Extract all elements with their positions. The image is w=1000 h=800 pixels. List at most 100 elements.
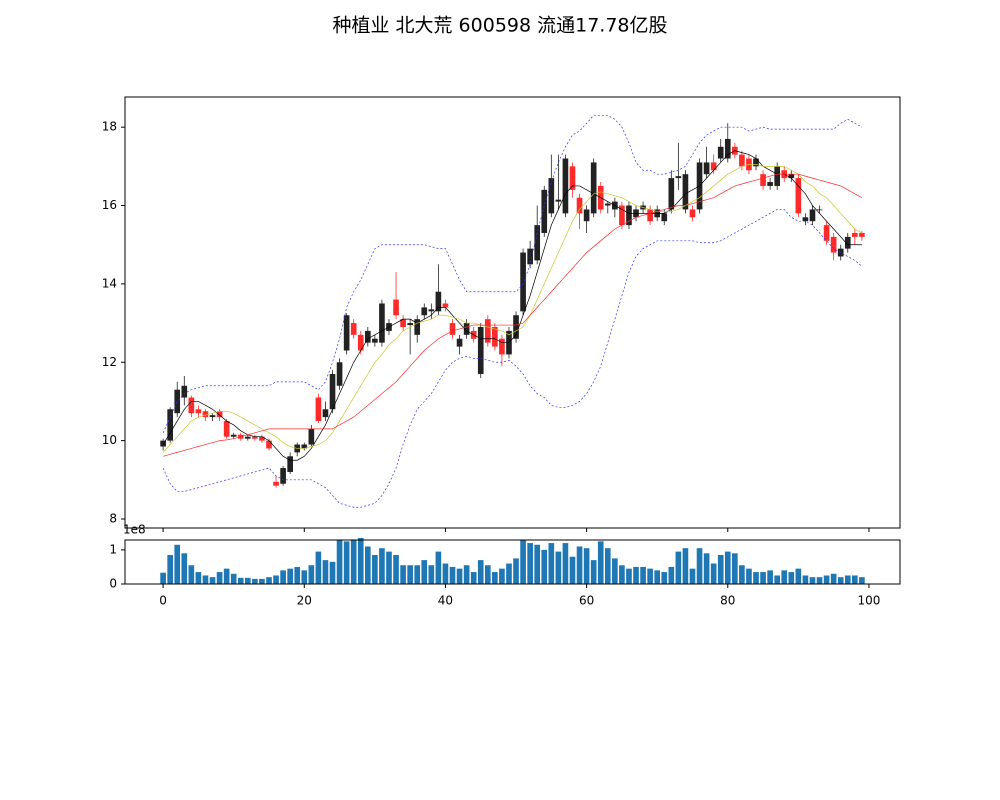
candle-body [724, 138, 731, 159]
volume-bar [421, 560, 428, 584]
candle-body [788, 174, 795, 179]
volume-bar [753, 572, 759, 584]
volume-bar [844, 575, 851, 584]
volume-bar [259, 578, 265, 584]
indicator-line [162, 115, 863, 433]
volume-bar [393, 555, 399, 584]
candle-body [428, 309, 435, 312]
volume-bar [456, 568, 463, 584]
volume-bar [195, 572, 202, 584]
volume-bar [724, 551, 731, 584]
candle-body [244, 436, 251, 439]
candle-body [795, 178, 802, 214]
volume-bar [626, 568, 632, 584]
volume-bar [301, 570, 308, 584]
volume-bar [442, 563, 449, 584]
candle-body [604, 203, 611, 206]
y-tick-label: 12 [102, 355, 117, 369]
candle-body [252, 436, 258, 439]
indicator-line [163, 173, 863, 457]
volume-bar [400, 565, 406, 584]
volume-bar [520, 539, 526, 584]
candle-body [562, 158, 569, 214]
x-tick-label: 0 [159, 594, 167, 608]
candle-body [379, 303, 385, 343]
candle-body [760, 174, 766, 186]
volume-bar [541, 549, 548, 584]
candle-body [492, 326, 498, 347]
volume-bar [717, 555, 724, 584]
volume-bar [357, 537, 364, 584]
volume-bar [562, 543, 569, 584]
volume-bar [710, 563, 717, 584]
volume-bar [739, 565, 745, 584]
volume-bar [816, 577, 823, 584]
x-tick-label: 80 [720, 594, 735, 608]
volume-bar [661, 572, 668, 584]
axes-frame [124, 96, 901, 529]
candle-body [710, 162, 717, 171]
volume-bar [823, 575, 830, 584]
chart-title: 种植业 北大荒 600598 流通17.78亿股 [332, 15, 667, 37]
y-tick-label: 1 [109, 542, 117, 556]
volume-bar [372, 555, 378, 584]
volume-bar [273, 575, 279, 584]
candle-body [590, 162, 597, 214]
candle-body [449, 323, 456, 335]
candle-body [682, 174, 689, 210]
candle-body [534, 225, 541, 261]
volume-bar [696, 548, 703, 584]
volume-bar [287, 568, 293, 584]
volume-bar [266, 577, 272, 584]
candle-body [541, 189, 548, 233]
volume-bar [223, 568, 230, 584]
volume-bar [837, 577, 844, 584]
candle-body [852, 232, 858, 237]
volume-bar [343, 541, 350, 584]
volume-bar [428, 565, 435, 584]
candle-body [739, 154, 745, 167]
volume-bar [244, 577, 251, 584]
indicator-line [162, 209, 863, 508]
candle-body [372, 338, 378, 343]
volume-bar [859, 577, 865, 584]
volume-bar [619, 565, 625, 584]
candle-body [336, 362, 343, 386]
volume-bar [746, 568, 752, 584]
volume-bar [181, 553, 188, 584]
offset-label: 1e8 [123, 523, 146, 537]
candle-body [167, 409, 173, 441]
volume-bar [414, 565, 421, 584]
volume-bar [280, 570, 286, 584]
volume-bar [548, 543, 555, 584]
candle-body [668, 178, 675, 210]
y-tick-label: 18 [102, 120, 117, 134]
indicator-line [162, 164, 863, 453]
volume-bar [449, 566, 456, 584]
candle-body [520, 252, 526, 312]
candle-body [202, 411, 209, 418]
candle-body [393, 299, 399, 316]
volume-bar [294, 566, 301, 584]
candle-body [357, 334, 364, 351]
volume-bar [202, 575, 209, 584]
volume-bar [569, 556, 576, 584]
y-tick-label: 8 [109, 511, 117, 525]
volume-bar [576, 546, 583, 584]
volume-bar [167, 555, 173, 584]
candle-body [195, 409, 202, 414]
volume-bar [463, 565, 470, 584]
candle-body [301, 444, 308, 449]
x-tick-label: 20 [297, 594, 312, 608]
volume-bar [209, 577, 216, 584]
volume-bar [364, 546, 371, 584]
volume-bar [322, 560, 329, 584]
volume-bar [435, 551, 442, 584]
y-tick-label: 16 [102, 198, 117, 212]
candle-body [717, 146, 724, 159]
candle-body [181, 385, 188, 398]
candle-body [308, 428, 315, 445]
volume-bar [492, 572, 498, 584]
candle-body [527, 248, 533, 265]
candle-body [315, 397, 322, 422]
